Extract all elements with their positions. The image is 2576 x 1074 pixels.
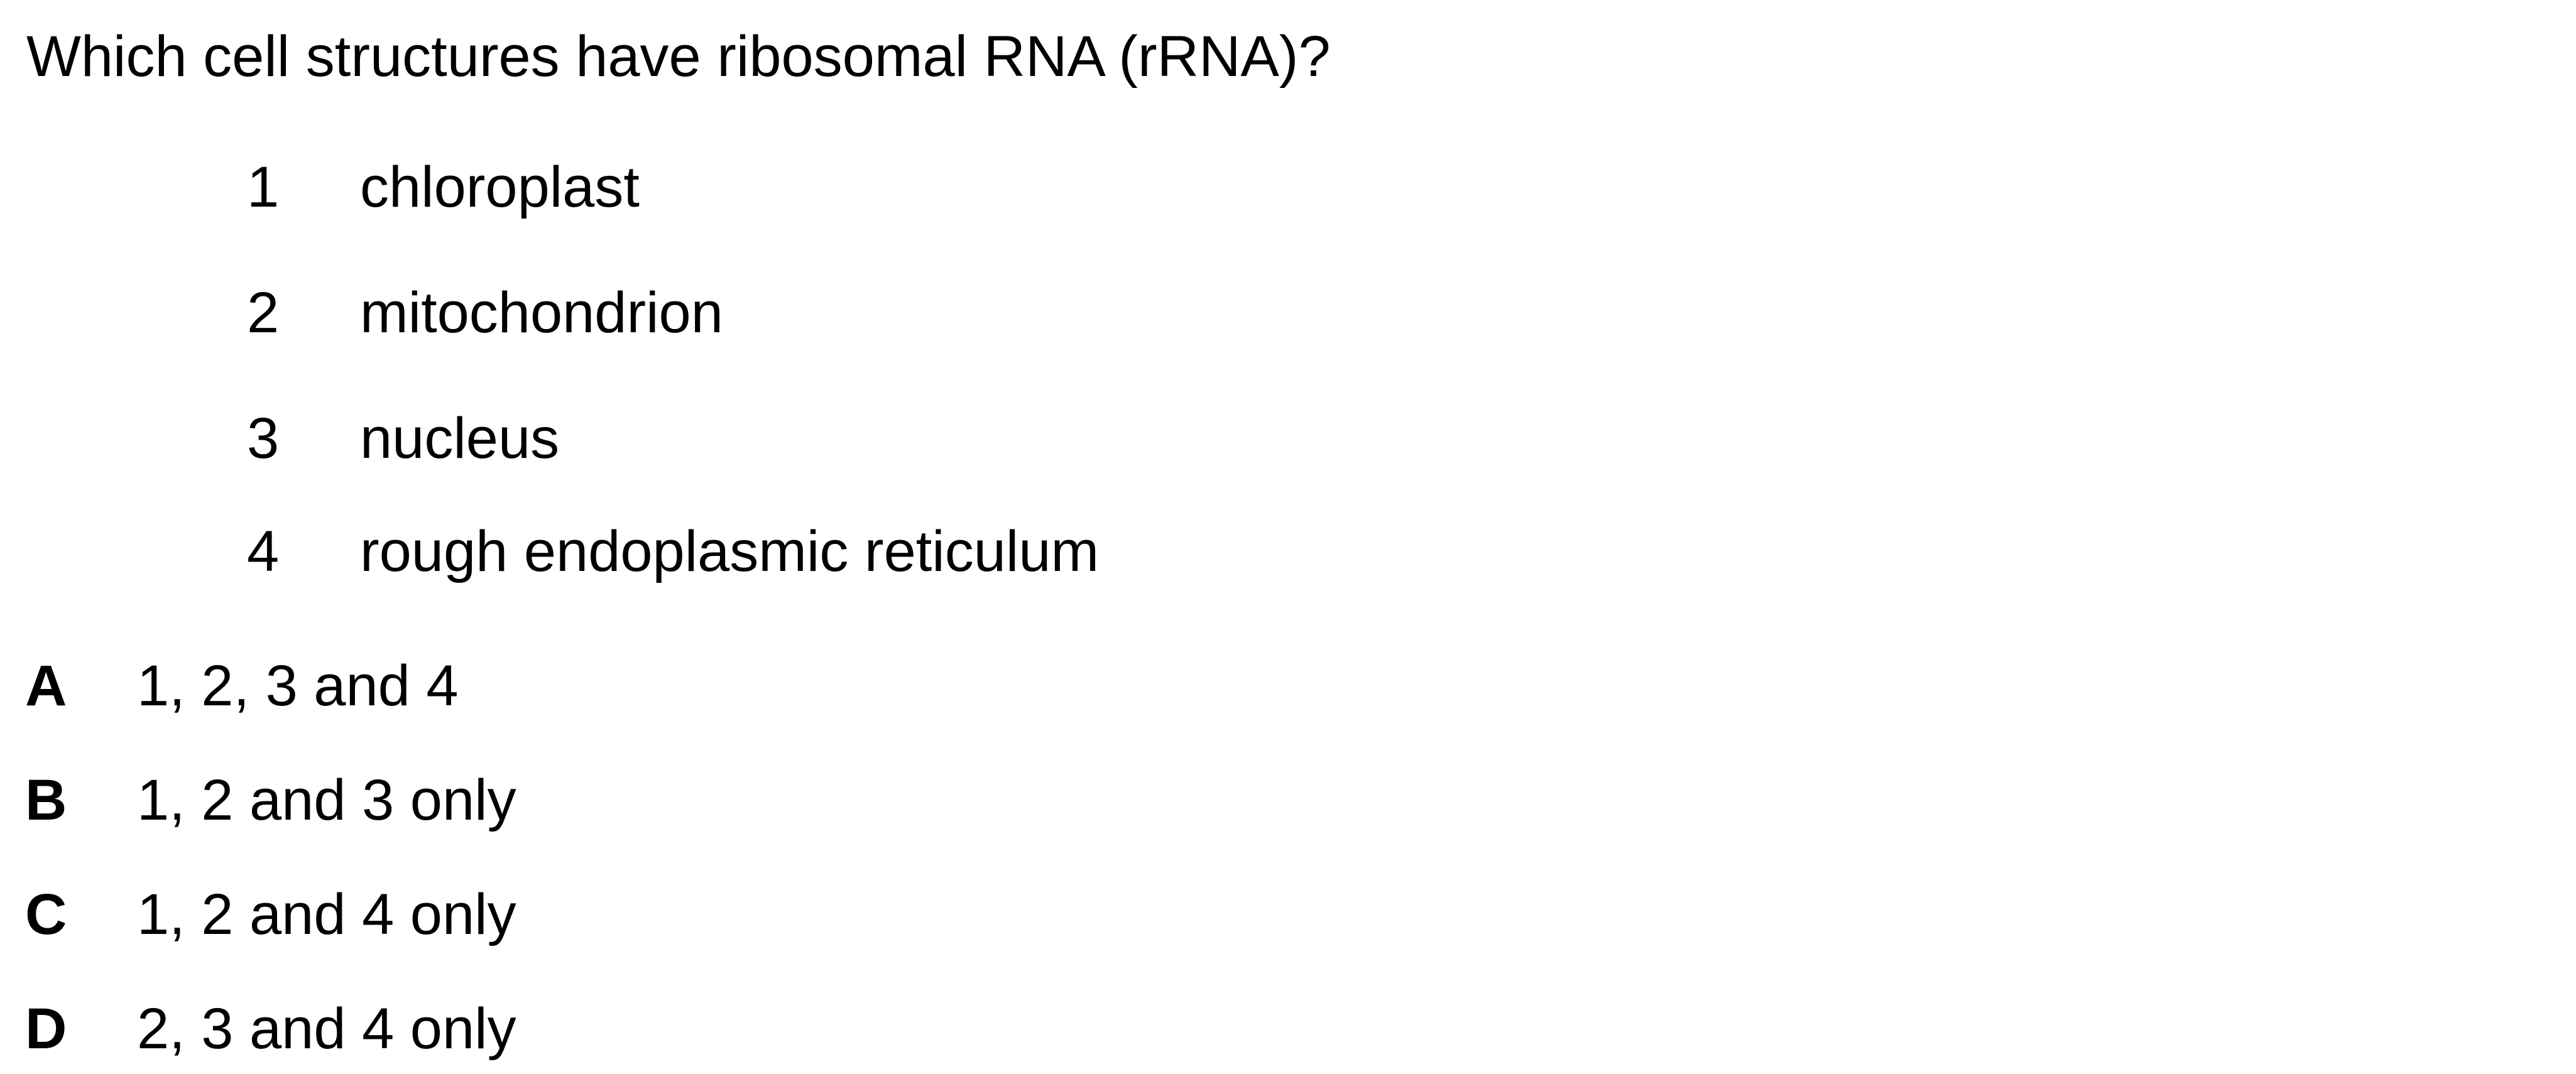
statement-number: 4 [247,519,280,583]
statement-text: mitochondrion [360,281,723,345]
option-text: 1, 2 and 3 only [137,768,516,832]
statement-text: chloroplast [360,155,640,219]
option-letter: C [25,882,67,947]
statement-number: 1 [247,155,280,219]
statement-number: 3 [247,406,280,470]
option-letter: D [25,997,67,1061]
statement-text: nucleus [360,406,560,470]
option-text: 1, 2 and 4 only [137,882,516,947]
option-text: 2, 3 and 4 only [137,997,516,1061]
statement-text: rough endoplasmic reticulum [360,519,1100,583]
question-stem: Which cell structures have ribosomal RNA… [26,24,1331,89]
option-letter: B [25,768,67,832]
option-letter: A [25,654,67,718]
statement-number: 2 [247,281,280,345]
option-text: 1, 2, 3 and 4 [137,654,459,718]
